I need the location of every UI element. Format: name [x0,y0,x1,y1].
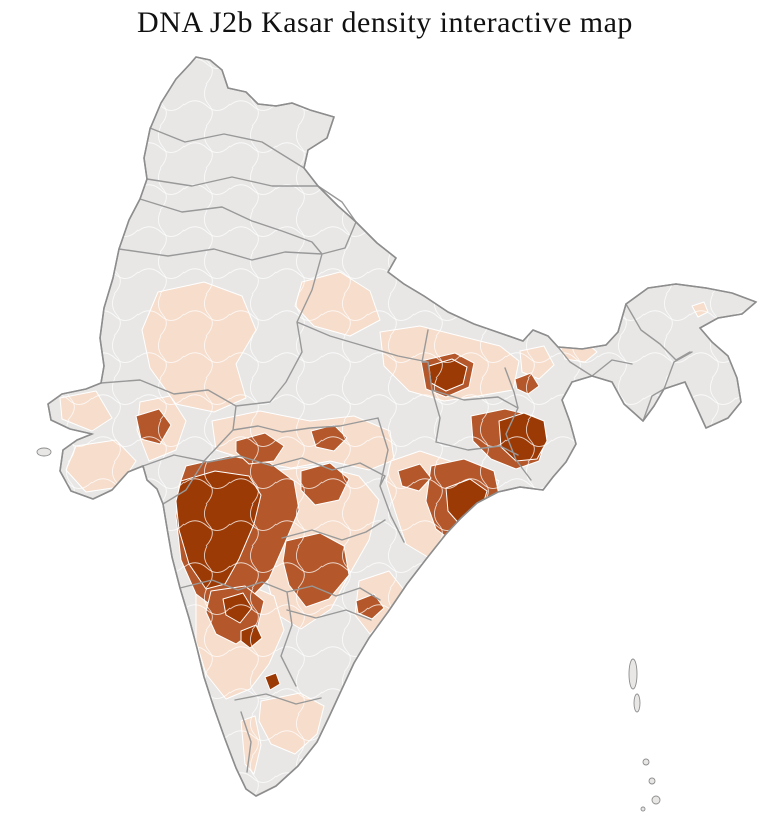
nicobar-island[interactable] [648,777,656,785]
west-island[interactable] [36,447,52,457]
nicobar-island[interactable] [642,758,650,766]
nicobar-island[interactable] [651,795,661,805]
nicobar-island[interactable] [640,806,646,812]
page-title: DNA J2b Kasar density interactive map [137,6,633,39]
andaman-island[interactable] [633,693,641,713]
andaman-island[interactable] [628,658,638,690]
